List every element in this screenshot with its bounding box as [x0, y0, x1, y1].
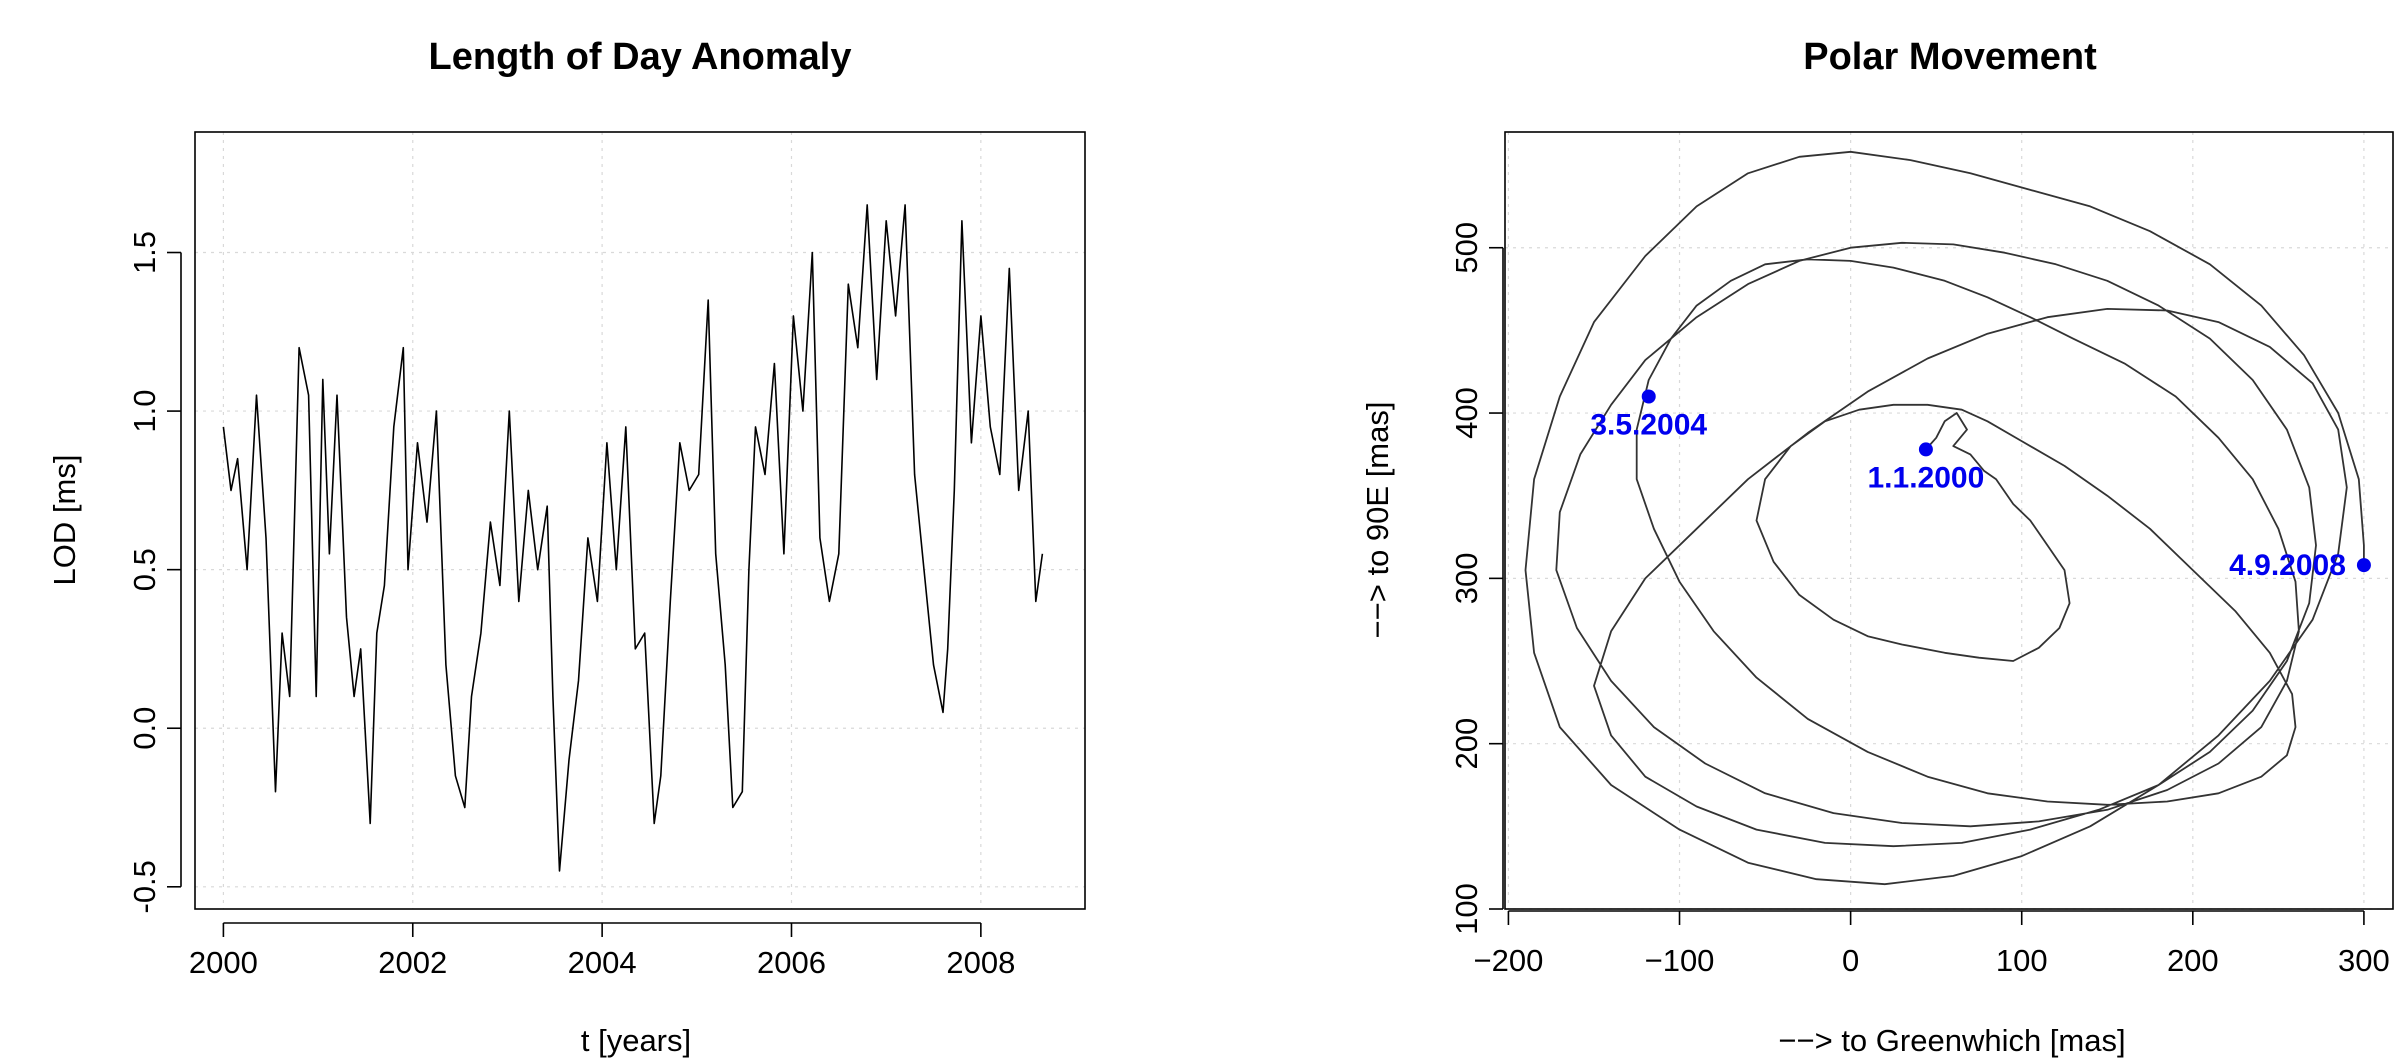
polar-x-tick-label: −200	[1474, 943, 1544, 978]
lod-y-axis-label: LOD [ms]	[47, 455, 82, 586]
polar-x-tick-label: 300	[2338, 943, 2390, 978]
polar-annotation-marker-2	[2356, 558, 2371, 573]
lod-y-tick-label: 0.5	[127, 548, 162, 591]
lod-gridlines	[195, 132, 1085, 909]
lod-chart-panel: Length of Day Anomaly 2000 2002 2004 2006 20…	[47, 36, 1086, 1058]
lod-x-axis-label: t [years]	[581, 1023, 691, 1058]
lod-plot-frame	[194, 131, 1086, 910]
lod-chart-title: Length of Day Anomaly	[429, 36, 852, 78]
polar-x-axis: −200 −100 0 100 200 300	[1474, 910, 2390, 978]
lod-x-tick-label: 2008	[946, 945, 1015, 980]
polar-series-path	[1524, 150, 2365, 886]
polar-plot-frame	[1504, 131, 2394, 910]
lod-y-tick-label: -0.5	[127, 860, 162, 913]
polar-annotation-marker-1	[1641, 389, 1656, 404]
polar-annotation-label-1: 3.5.2004	[1590, 409, 1707, 442]
lod-x-tick-label: 2004	[568, 945, 637, 980]
polar-x-tick-label: 100	[1996, 943, 2048, 978]
polar-y-tick-label: 500	[1449, 222, 1484, 274]
lod-y-axis: -0.5 0.0 0.5 1.0 1.5	[127, 231, 182, 914]
polar-annotation-label-0: 1.1.2000	[1868, 461, 1985, 494]
polar-annotations: 1.1.2000 3.5.2004 4.9.2008	[1590, 389, 2371, 582]
lod-y-tick-label: 0.0	[127, 707, 162, 750]
lod-y-tick-label: 1.5	[127, 231, 162, 274]
polar-chart-title: Polar Movement	[1803, 36, 2097, 78]
polar-y-tick-label: 400	[1449, 387, 1484, 439]
polar-annotation-label-2: 4.9.2008	[2229, 549, 2346, 582]
polar-y-axis-label: −−> to 90E [mas]	[1360, 402, 1395, 639]
polar-x-axis-label: −−> to Greenwhich [mas]	[1778, 1023, 2125, 1058]
lod-x-axis: 2000 2002 2004 2006 2008	[189, 922, 1015, 980]
lod-x-tick-label: 2002	[378, 945, 447, 980]
polar-gridlines	[1505, 132, 2393, 910]
polar-chart-panel: Polar Movement 1.1.20003.5.20044.9.2008 …	[1360, 36, 2394, 1058]
lod-x-tick-label: 2000	[189, 945, 258, 980]
polar-y-tick-label: 100	[1449, 883, 1484, 935]
polar-x-tick-label: 200	[2167, 943, 2219, 978]
polar-y-tick-label: 200	[1449, 718, 1484, 770]
polar-y-tick-label: 300	[1449, 552, 1484, 604]
lod-series-line	[222, 204, 1044, 872]
polar-x-tick-label: −100	[1645, 943, 1715, 978]
polar-x-tick-label: 0	[1842, 943, 1859, 978]
lod-y-tick-label: 1.0	[127, 390, 162, 433]
polar-annotation-marker-0	[1918, 442, 1933, 457]
polar-y-axis: 100 200 300 400 500	[1449, 222, 1504, 935]
lod-x-tick-label: 2006	[757, 945, 826, 980]
